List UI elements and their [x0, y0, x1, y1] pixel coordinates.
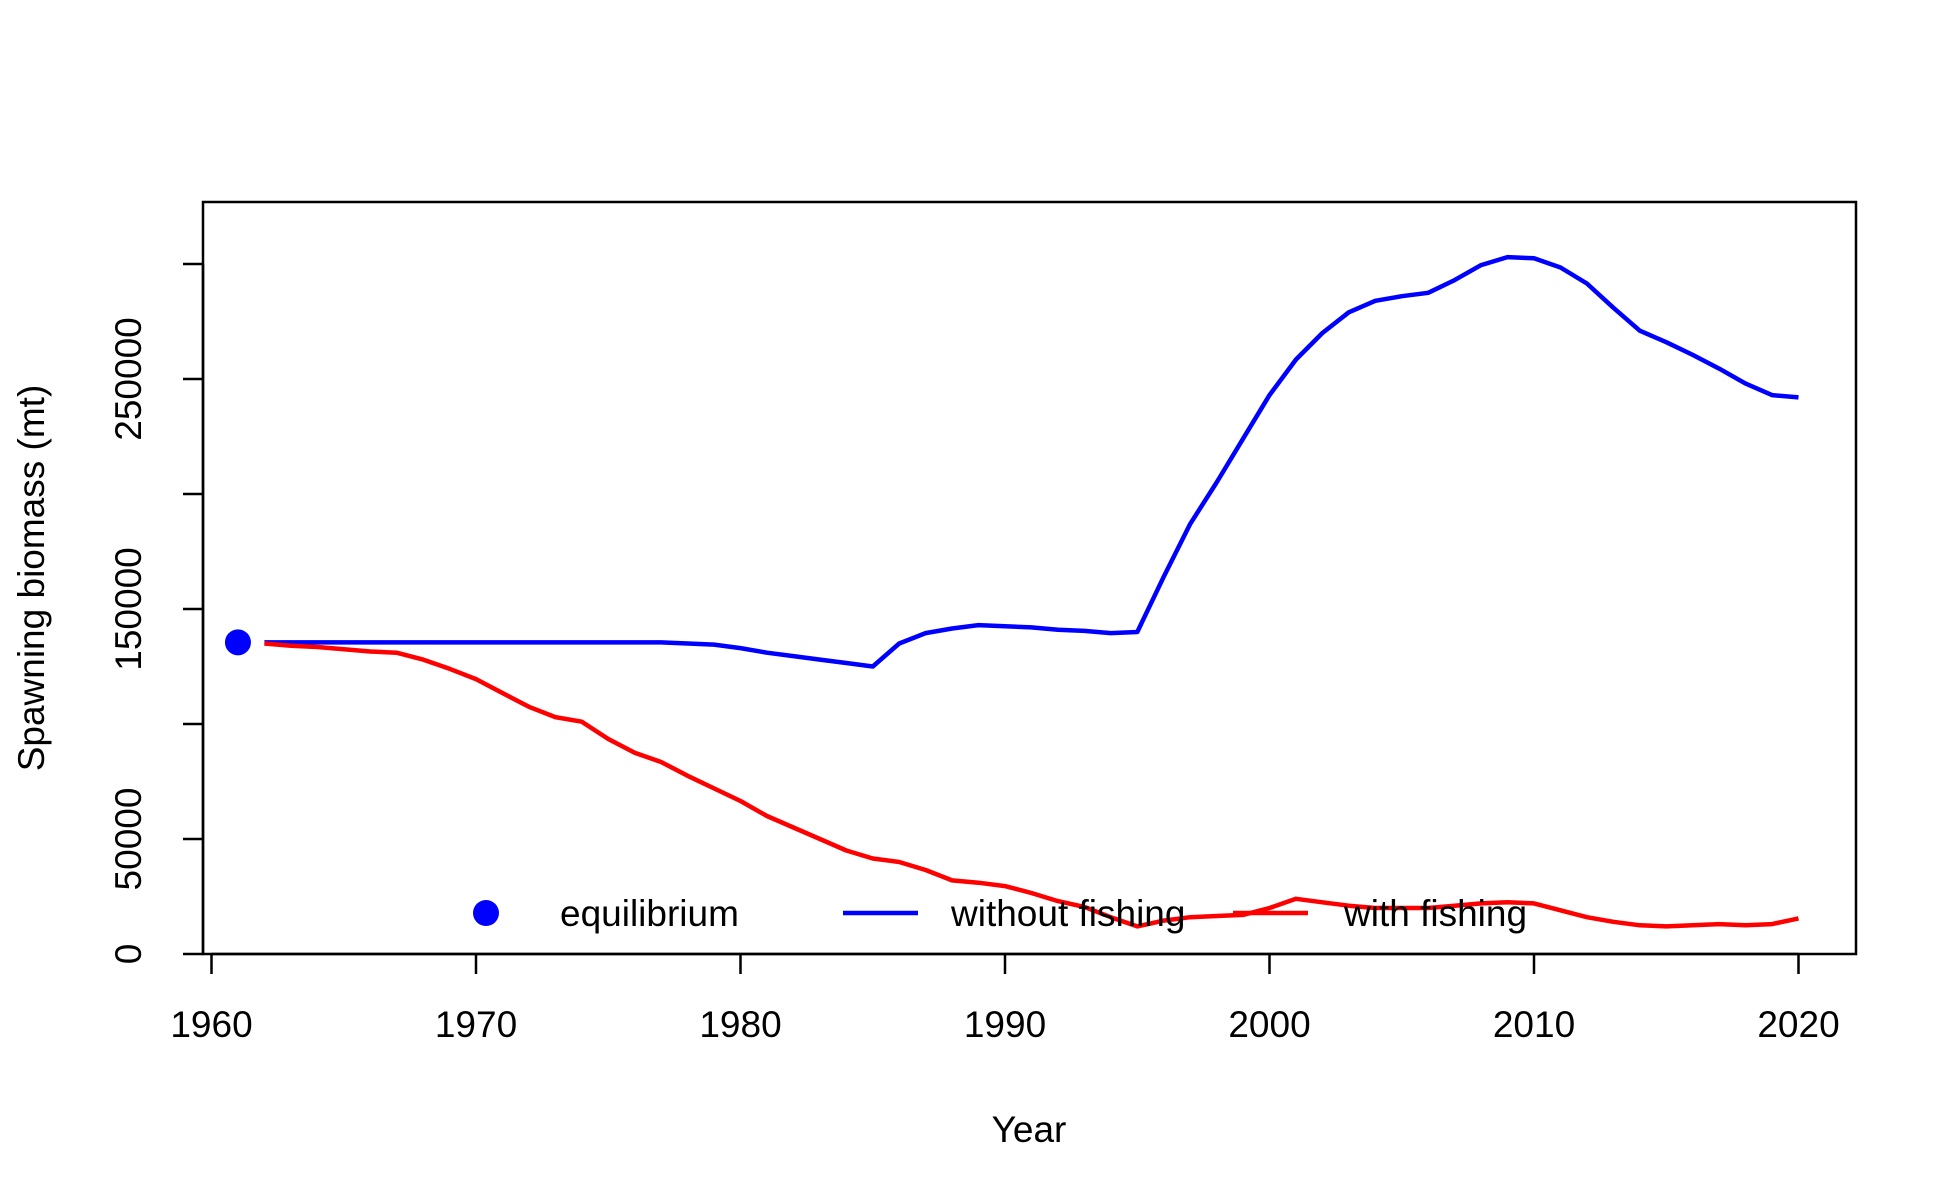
- x-tick-label: 2000: [1228, 1004, 1310, 1045]
- x-tick-label: 1990: [964, 1004, 1046, 1045]
- legend-symbol-equilibrium: [473, 900, 499, 926]
- x-tick-label: 1960: [170, 1004, 252, 1045]
- y-axis-label: Spawning biomass (mt): [11, 385, 52, 772]
- y-tick-label: 150000: [108, 547, 149, 670]
- equilibrium-point: [224, 629, 251, 656]
- y-tick-label: 50000: [108, 788, 149, 891]
- legend-label-with-fishing: with fishing: [1343, 893, 1527, 934]
- legend-label-equilibrium: equilibrium: [560, 893, 739, 934]
- x-tick-label: 2020: [1757, 1004, 1839, 1045]
- series-line-without-fishing: [264, 254, 1799, 669]
- legend-label-without-fishing: without fishing: [950, 893, 1185, 934]
- y-axis: 0 50000 150000 250000: [108, 262, 205, 965]
- x-tick-label: 1970: [435, 1004, 517, 1045]
- y-tick-label: 0: [108, 944, 149, 965]
- y-tick-label: 250000: [108, 317, 149, 440]
- series-line-with-fishing: [264, 641, 1799, 929]
- series-layer: [224, 254, 1799, 929]
- plot-frame: [201, 200, 1858, 956]
- x-axis-label: Year: [992, 1109, 1067, 1150]
- x-tick-label: 2010: [1493, 1004, 1575, 1045]
- x-axis: 1960 1970 1980 1990 2000 2010 2020: [170, 952, 1840, 1045]
- legend: equilibrium without fishing with fishing: [473, 893, 1527, 934]
- x-tick-label: 1980: [699, 1004, 781, 1045]
